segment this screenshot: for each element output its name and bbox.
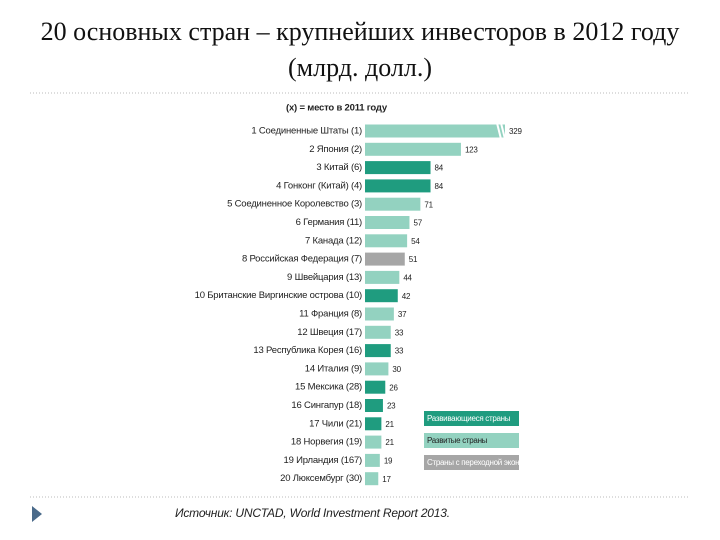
- bar: [365, 399, 383, 412]
- bar: [365, 435, 382, 449]
- y-tick-label: 5 Соединенное Королевство (3): [227, 199, 362, 210]
- value-label: 21: [385, 420, 394, 429]
- bar: [365, 234, 408, 248]
- value-label: 54: [411, 237, 420, 246]
- bar: [365, 252, 405, 266]
- y-tick-label: 2 Япония (2): [309, 144, 362, 155]
- value-label: 23: [387, 402, 396, 411]
- legend-label: Страны с переходной экономикой: [427, 458, 544, 467]
- bar: [365, 197, 421, 211]
- value-label: 84: [435, 182, 444, 191]
- value-label: 71: [424, 200, 433, 209]
- bar: [365, 417, 382, 431]
- value-label: 42: [402, 292, 411, 301]
- bar: [365, 307, 394, 321]
- value-label: 37: [398, 310, 407, 319]
- y-tick-label: 11 Франция (8): [299, 309, 362, 320]
- y-tick-label: 17 Чили (21): [309, 418, 362, 429]
- y-tick-label: 8 Российская Федерация (7): [242, 254, 362, 265]
- value-label: 329: [509, 127, 522, 136]
- value-label: 33: [395, 347, 404, 356]
- value-label: 57: [413, 219, 422, 228]
- y-tick-label: 20 Люксембург (30): [280, 473, 362, 484]
- value-label: 33: [395, 328, 404, 337]
- y-tick-label: 16 Сингапур (18): [291, 400, 362, 411]
- bar: [365, 362, 389, 376]
- legend-swatch: [424, 455, 519, 470]
- bar: [365, 124, 505, 138]
- bar: [365, 325, 391, 339]
- y-tick-label: 4 Гонконг (Китай) (4): [276, 180, 362, 191]
- value-label: 30: [392, 365, 401, 374]
- chart-title: 20 основных стран – крупнейших инвесторо…: [40, 17, 680, 82]
- chart-subtitle: (x) = место в 2011 году: [286, 103, 388, 114]
- legend-swatch: [424, 433, 519, 448]
- y-tick-label: 15 Мексика (28): [295, 382, 362, 393]
- bar: [365, 179, 431, 193]
- y-tick-label: 13 Республика Корея (16): [253, 345, 362, 356]
- value-label: 84: [435, 164, 444, 173]
- y-tick-label: 14 Италия (9): [305, 363, 362, 374]
- bullet-icon: [32, 506, 42, 522]
- value-label: 19: [384, 457, 393, 466]
- value-label: 123: [465, 145, 478, 154]
- axis-break: [496, 122, 506, 140]
- bar: [365, 380, 386, 394]
- value-label: 44: [403, 274, 412, 283]
- y-tick-label: 3 Китай (6): [316, 162, 362, 173]
- bars: [365, 124, 505, 486]
- legend-swatch: [424, 411, 519, 426]
- value-label: 17: [382, 475, 391, 484]
- value-label: 26: [389, 383, 398, 392]
- bar: [365, 216, 410, 229]
- source: Источник: UNCTAD, World Investment Repor…: [175, 506, 450, 520]
- y-tick-label: 6 Германия (11): [296, 217, 362, 228]
- bar: [365, 289, 398, 303]
- bar: [365, 270, 400, 284]
- bar: [365, 472, 379, 486]
- y-tick-label: 18 Норвегия (19): [291, 437, 362, 448]
- y-tick-label: 9 Швейцария (13): [287, 272, 362, 283]
- bar: [365, 344, 391, 358]
- y-tick-label: 10 Британские Виргинские острова (10): [195, 290, 362, 301]
- legend-label: Развитые страны: [427, 436, 488, 445]
- bar: [365, 161, 431, 175]
- value-label: 51: [409, 255, 418, 264]
- y-tick-label: 1 Соединенные Штаты (1): [251, 126, 362, 137]
- y-tick-label: 7 Канада (12): [305, 235, 362, 246]
- y-tick-label: 12 Швеция (17): [297, 327, 362, 338]
- bar: [365, 142, 461, 156]
- legend-label: Развивающиеся страны: [427, 414, 511, 423]
- y-tick-label: 19 Ирландия (167): [284, 455, 363, 466]
- value-label: 21: [385, 438, 394, 447]
- bar: [365, 453, 380, 467]
